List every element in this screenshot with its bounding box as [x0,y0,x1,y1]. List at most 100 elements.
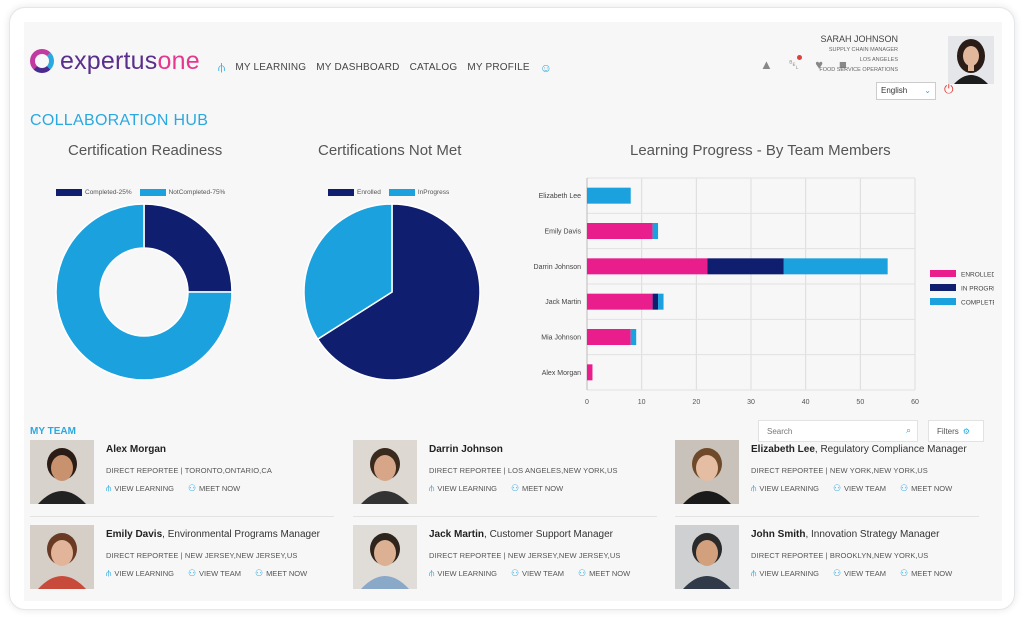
search-icon[interactable]: ⌕ [905,425,911,435]
bar-segment-completed[interactable] [587,187,631,204]
learning-icon: ⫛ [751,568,757,578]
member-name-text[interactable]: Darrin Johnson [429,444,503,455]
legend-item: InProgress [388,189,450,197]
member-photo[interactable] [353,525,417,589]
member-name-text[interactable]: Alex Morgan [106,444,167,455]
nav-my-profile[interactable]: MY PROFILE [467,62,530,73]
filter-icon: ⚙ [962,427,970,436]
notification-bell-icon[interactable]: ␇ [789,55,803,73]
view-team-link[interactable]: ⚇ VIEW TEAM [511,568,564,579]
meet-now-link[interactable]: ⚇ MEET NOW [255,568,307,579]
action-label: VIEW LEARNING [759,569,819,578]
member-role: , Customer Support Manager [484,529,613,540]
bar-segment-enrolled[interactable] [587,223,653,239]
bar-segment-completed[interactable] [652,223,659,239]
logo-mark-icon [30,49,54,73]
legend-swatch [139,189,166,196]
member-photo[interactable] [30,525,94,589]
x-tick-label: 60 [911,399,919,406]
main-nav: ⫛ MY LEARNING MY DASHBOARD CATALOG MY PR… [218,60,552,75]
heart-icon[interactable]: ♥ [815,57,823,72]
pie-slice-enrolled[interactable] [316,203,481,381]
meet-now-link[interactable]: ⚇ MEET NOW [188,483,240,494]
bar-chart-progress: 0 10 20 30 40 50 60 Elizabeth Lee Emily Davis Dar… [534,177,994,406]
member-photo[interactable] [353,440,417,504]
action-label: VIEW TEAM [199,569,241,578]
pie-slice-inprogress[interactable] [303,203,393,341]
member-name[interactable]: Emily Davis, Environmental Programs Mana… [106,529,320,540]
view-learning-link[interactable]: ⫛ VIEW LEARNING [751,483,819,494]
meet-now-link[interactable]: ⚇ MEET NOW [900,483,952,494]
legend-item: Enrolled [328,189,381,196]
meet-now-link[interactable]: ⚇ MEET NOW [900,568,952,579]
alert-icon[interactable]: ▲ [760,57,773,72]
bar-segment-enrolled[interactable] [587,293,653,310]
meeting-icon: ⚇ [254,568,264,578]
nav-catalog[interactable]: CATALOG [409,62,458,73]
bar-segment-enrolled[interactable] [587,258,708,275]
member-role: , Innovation Strategy Manager [805,529,940,540]
member-meta: DIRECT REPORTEE | BROOKLYN,NEW YORK,US [751,551,929,560]
nav-my-learning[interactable]: MY LEARNING [235,62,307,73]
meet-now-link[interactable]: ⚇ MEET NOW [511,483,563,494]
bar-segment-enrolled[interactable] [587,329,631,345]
bar-segment-in-progress[interactable] [707,258,784,275]
member-photo[interactable] [30,440,94,504]
member-name[interactable]: John Smith, Innovation Strategy Manager [751,529,939,540]
pie-slice-notcompleted-[interactable] [55,203,233,381]
donut-chart-readiness [55,203,233,381]
member-photo[interactable] [675,525,739,589]
meet-now-link[interactable]: ⚇ MEET NOW [578,568,630,579]
bar-segment-completed[interactable] [783,258,888,275]
x-tick-label: 10 [638,399,646,406]
view-learning-link[interactable]: ⫛ VIEW LEARNING [429,568,497,579]
bar-segment-completed[interactable] [630,329,637,345]
legend-label: Enrolled [357,189,381,197]
view-team-link[interactable]: ⚇ VIEW TEAM [833,483,886,494]
member-photo[interactable] [675,440,739,504]
member-name[interactable]: Alex Morgan [106,444,166,455]
team-member-card: Alex Morgan DIRECT REPORTEE | TORONTO,ON… [30,440,330,508]
view-team-link[interactable]: ⚇ VIEW TEAM [188,568,241,579]
user-avatar[interactable] [948,36,994,84]
legend-item: Completed-25% [56,189,132,196]
team-search[interactable]: Search ⌕ [758,420,918,442]
member-name-text[interactable]: Emily Davis [106,529,163,540]
learning-path-icon[interactable]: ⫛ [218,60,226,74]
member-name[interactable]: Elizabeth Lee, Regulatory Compliance Man… [751,444,967,455]
legend-label: InProgress [417,189,450,197]
view-team-link[interactable]: ⚇ VIEW TEAM [833,568,886,579]
language-value: English [881,86,908,95]
bar-segment-enrolled[interactable] [587,364,593,381]
bar-segment-completed[interactable] [658,293,664,310]
legend-label: Completed-25% [85,189,132,197]
filters-button[interactable]: Filters ⚙ [928,420,984,442]
bar-segment-in-progress[interactable] [652,293,659,310]
bookmark-icon[interactable]: ■ [839,57,847,72]
member-meta: DIRECT REPORTEE | NEW YORK,NEW YORK,US [751,466,928,475]
y-tick-label: Darrin Johnson [534,264,582,271]
view-learning-link[interactable]: ⫛ VIEW LEARNING [751,568,819,579]
power-logout-icon[interactable]: ⏻ [944,82,954,96]
chart-title-not-met: Certifications Not Met [318,142,462,159]
view-learning-link[interactable]: ⫛ VIEW LEARNING [429,483,497,494]
language-select[interactable]: English ⌄ [876,82,936,100]
view-learning-link[interactable]: ⫛ VIEW LEARNING [106,483,174,494]
team-settings-icon[interactable]: ☺ [539,60,553,75]
row-divider [353,516,657,517]
legend-label: IN PROGRESS [961,286,994,293]
x-tick-label: 20 [692,399,700,406]
member-name[interactable]: Darrin Johnson [429,444,503,455]
nav-my-dashboard[interactable]: MY DASHBOARD [316,62,400,73]
action-label: VIEW TEAM [844,484,886,493]
pie-slice-completed-[interactable] [143,203,233,293]
expertusone-logo[interactable]: expertusone [30,46,200,76]
member-name[interactable]: Jack Martin, Customer Support Manager [429,529,613,540]
x-tick-label: 0 [585,399,589,406]
user-info: SARAH JOHNSON SUPPLY CHAIN MANAGER LOS A… [748,34,898,75]
view-learning-link[interactable]: ⫛ VIEW LEARNING [106,568,174,579]
member-name-text[interactable]: Jack Martin [429,529,485,540]
member-name-text[interactable]: John Smith [751,529,806,540]
action-label: VIEW LEARNING [114,569,174,578]
member-name-text[interactable]: Elizabeth Lee [751,444,815,455]
